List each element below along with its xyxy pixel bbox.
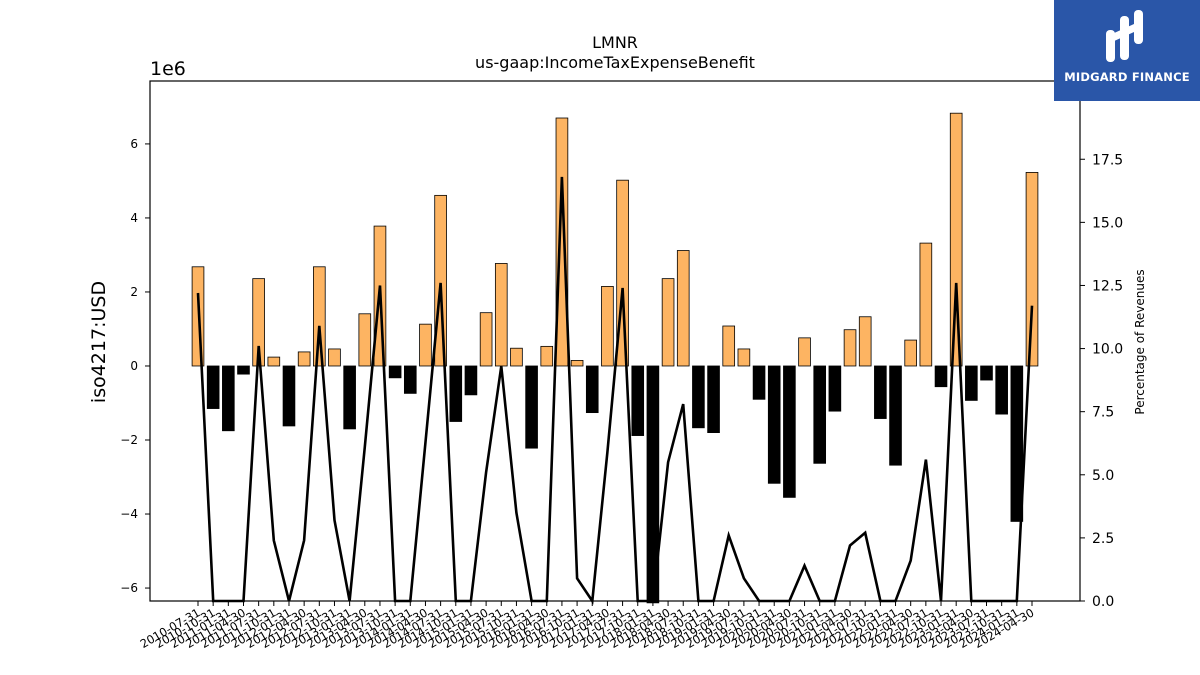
bar — [237, 365, 250, 375]
bar — [737, 348, 751, 367]
percentage-line — [196, 176, 1034, 605]
bar — [222, 365, 235, 432]
y-tick-label: −6 — [120, 581, 138, 595]
bar — [707, 365, 720, 434]
bar — [813, 365, 827, 464]
y2-tick-label: 12.5 — [1092, 278, 1123, 294]
bar — [313, 266, 326, 367]
bar — [434, 194, 447, 367]
bar — [965, 365, 978, 401]
bar — [343, 365, 356, 430]
y2-tick-label: 0.0 — [1092, 594, 1114, 610]
bar — [752, 365, 766, 400]
bar — [297, 351, 311, 367]
bar — [388, 365, 402, 379]
bar — [206, 365, 220, 409]
bar — [479, 312, 493, 367]
y2-tick-label: 17.5 — [1092, 152, 1123, 168]
plot-frame — [149, 80, 1081, 602]
y2-axis-label: Percentage of Revenues — [1133, 269, 1147, 414]
bar — [631, 365, 645, 436]
bar — [783, 365, 796, 498]
bar — [980, 365, 993, 381]
midgard-logo-icon — [1106, 10, 1143, 62]
bar — [464, 365, 478, 396]
y-tick-label: −4 — [120, 507, 138, 521]
bar — [843, 329, 857, 367]
bar — [601, 286, 614, 367]
bar — [403, 365, 417, 394]
bar — [904, 339, 917, 367]
bar — [828, 365, 842, 412]
axes-layer: −6−4−202460.02.55.07.510.012.515.017.520… — [120, 137, 1123, 651]
bar — [722, 325, 736, 367]
bar — [494, 263, 508, 367]
bar — [858, 316, 872, 367]
bar — [949, 112, 963, 367]
bar — [510, 347, 523, 367]
bar — [419, 323, 432, 367]
y-axis-label: iso4217:USD — [88, 281, 110, 403]
brand-logo: MIDGARD FINANCE — [1054, 0, 1200, 101]
bar — [540, 345, 554, 367]
y-tick-label: 2 — [130, 285, 138, 299]
chart-subtitle: us-gaap:IncomeTaxExpenseBenefit — [475, 53, 755, 72]
y-scale-label: 1e6 — [150, 58, 186, 80]
bar — [358, 313, 372, 367]
y2-tick-label: 5.0 — [1092, 468, 1114, 484]
bar — [676, 250, 690, 367]
bar — [449, 365, 463, 422]
bar — [692, 365, 705, 429]
chart-title: LMNR — [592, 33, 638, 52]
y2-tick-label: 10.0 — [1092, 342, 1123, 358]
bar — [874, 365, 887, 419]
bar — [934, 365, 948, 388]
bar — [328, 348, 341, 367]
y2-tick-label: 15.0 — [1092, 215, 1123, 231]
bar — [889, 365, 902, 466]
bar — [661, 278, 675, 367]
y-tick-label: −2 — [120, 433, 138, 447]
y-tick-label: 4 — [130, 211, 138, 225]
bar — [919, 242, 933, 367]
bar — [616, 179, 629, 367]
bar — [798, 337, 811, 367]
bar — [995, 365, 1008, 415]
bar — [570, 360, 584, 367]
bar — [525, 365, 538, 449]
line-layer — [196, 176, 1034, 605]
bar — [555, 117, 569, 367]
y-tick-label: 0 — [130, 359, 138, 373]
y2-tick-label: 7.5 — [1092, 405, 1114, 421]
y-tick-label: 6 — [130, 137, 138, 151]
bar — [585, 365, 599, 414]
bar — [267, 356, 281, 367]
bar — [767, 365, 781, 484]
bar — [1010, 365, 1024, 522]
bar — [282, 365, 296, 427]
bar — [1025, 172, 1039, 367]
y2-tick-label: 2.5 — [1092, 531, 1114, 547]
brand-name: MIDGARD FINANCE — [1064, 70, 1190, 84]
